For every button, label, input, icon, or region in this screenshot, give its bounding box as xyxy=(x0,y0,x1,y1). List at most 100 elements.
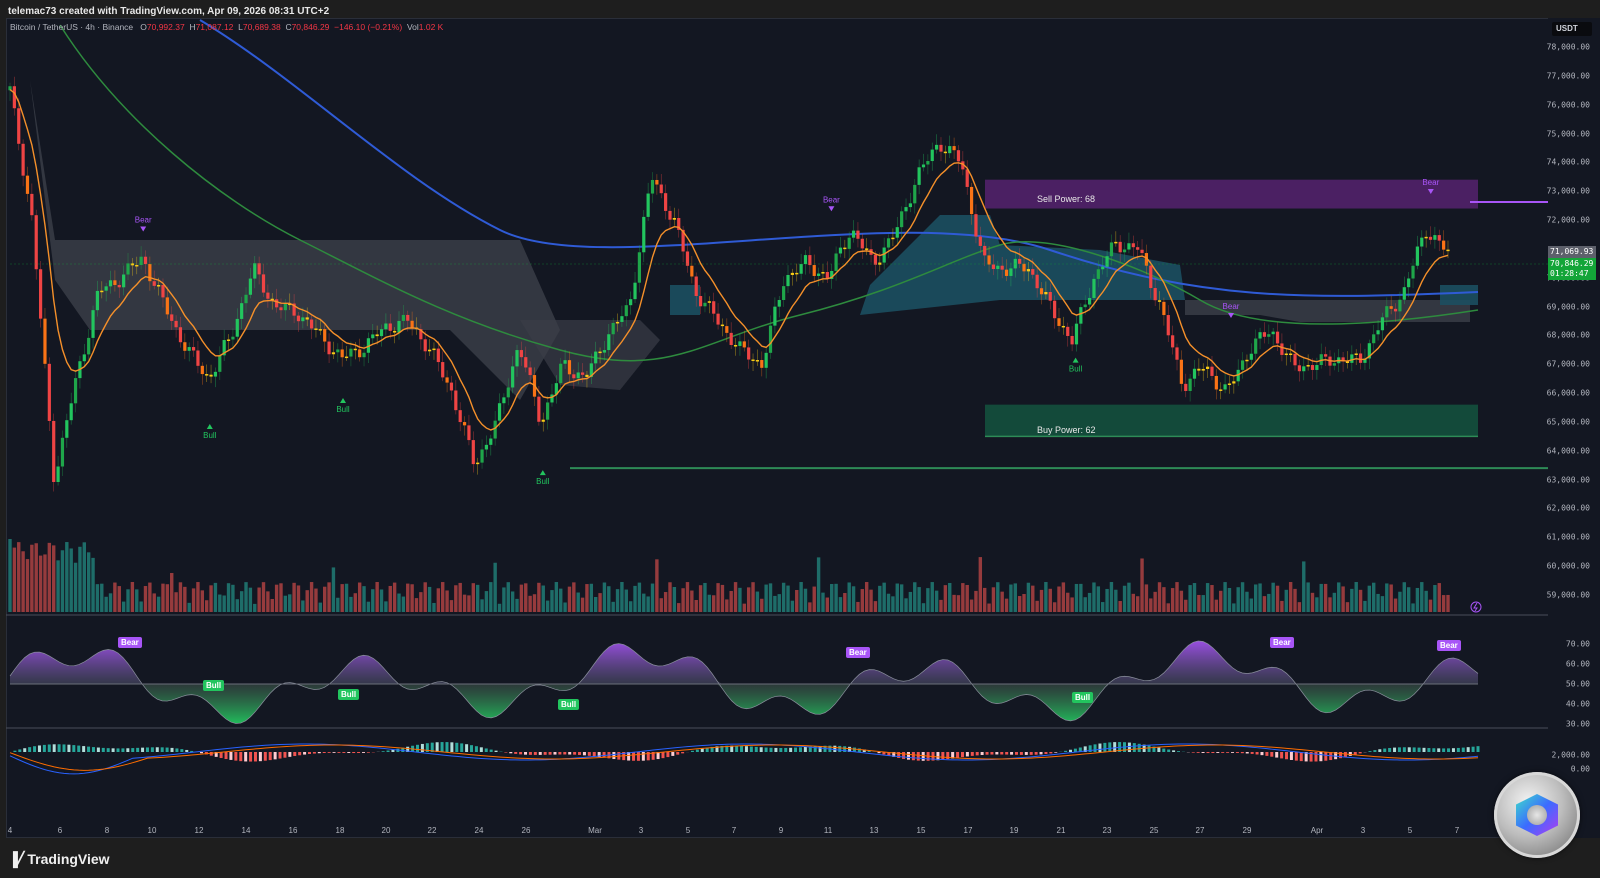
price-axis-label: 72,000.00 xyxy=(1546,215,1590,225)
tradingview-brand[interactable]: ▐╱ TradingView xyxy=(8,850,110,868)
svg-text:Bull: Bull xyxy=(1069,365,1083,374)
oscillator-axis-label: 60.00 xyxy=(1565,659,1590,669)
price-axis-label: 59,000.00 xyxy=(1546,590,1590,600)
tradingview-logo-icon: ▐╱ xyxy=(8,850,24,867)
svg-text:Bull: Bull xyxy=(536,477,550,486)
oscillator-bull-tag: Bull xyxy=(1072,692,1094,703)
svg-text:Bear: Bear xyxy=(823,195,840,204)
svg-text:Bear: Bear xyxy=(1422,178,1439,187)
low-label: L xyxy=(238,22,243,32)
time-axis-label: 27 xyxy=(1195,826,1205,835)
price-axis-label: 76,000.00 xyxy=(1546,100,1590,110)
time-axis-label: 29 xyxy=(1242,826,1252,835)
ema-mid-line xyxy=(59,24,1479,362)
price-axis-label: 63,000.00 xyxy=(1546,475,1590,485)
svg-text:Bear: Bear xyxy=(135,215,152,224)
time-axis-label: 18 xyxy=(335,826,345,835)
bar-countdown-tag: 01:28:47 xyxy=(1548,268,1596,280)
symbol-legend: Bitcoin / TetherUS · 4h · Binance O70,99… xyxy=(10,21,443,33)
last-price-tag: 70,846.29 xyxy=(1548,258,1596,270)
time-axis-label: 25 xyxy=(1149,826,1159,835)
alert-lightning-icon xyxy=(1470,601,1482,613)
oscillator-bear-tag: Bear xyxy=(1437,640,1461,651)
time-axis-label: 5 xyxy=(1407,826,1413,835)
time-axis-label: 13 xyxy=(869,826,879,835)
price-axis-label: 78,000.00 xyxy=(1546,42,1590,52)
close-value: 70,846.29 xyxy=(291,22,330,32)
time-axis-label: 17 xyxy=(963,826,973,835)
oscillator-bull-tag: Bull xyxy=(203,680,225,691)
sell-power-label: Sell Power: 68 xyxy=(1037,194,1096,204)
bull-signal: Bull xyxy=(203,423,217,440)
time-axis-label: 7 xyxy=(731,826,737,835)
time-axis-label: Mar xyxy=(588,826,602,835)
bear-signal: Bear xyxy=(135,215,152,232)
low-value: 70,689.38 xyxy=(242,22,281,32)
svg-text:Bull: Bull xyxy=(203,431,217,440)
close-label: C xyxy=(285,22,292,32)
oscillator-axis-label: 40.00 xyxy=(1565,699,1590,709)
macd-signal-line xyxy=(9,744,1479,771)
time-axis-label: 11 xyxy=(823,826,833,835)
macd-axis-label: 0.00 xyxy=(1570,764,1590,774)
time-axis-label: 5 xyxy=(685,826,691,835)
macd-axis-label: 2,000.00 xyxy=(1551,750,1590,760)
coin-center-icon xyxy=(1527,805,1547,825)
time-axis-label: 24 xyxy=(474,826,484,835)
time-axis-label: 10 xyxy=(147,826,157,835)
time-axis-label: 22 xyxy=(427,826,437,835)
time-axis-label: 20 xyxy=(381,826,391,835)
buy-power-zone xyxy=(985,404,1478,437)
volume-value: 1.02 K xyxy=(418,22,444,32)
price-axis-label: 68,000.00 xyxy=(1546,330,1590,340)
volume-label: Vol xyxy=(406,22,419,32)
time-axis-label: Apr xyxy=(1310,826,1324,835)
oscillator-bear-tag: Bear xyxy=(1270,637,1294,648)
time-axis-label: 3 xyxy=(1360,826,1366,835)
bull-signal: Bull xyxy=(336,397,350,414)
price-axis-label: 73,000.00 xyxy=(1546,186,1590,196)
price-axis[interactable] xyxy=(1548,18,1600,838)
price-axis-label: 64,000.00 xyxy=(1546,446,1590,456)
oscillator-axis-label: 30.00 xyxy=(1565,719,1590,729)
time-axis-label: 9 xyxy=(778,826,784,835)
price-axis-label: 65,000.00 xyxy=(1546,417,1590,427)
svg-text:Bull: Bull xyxy=(336,405,350,414)
high-label: H xyxy=(189,22,196,32)
time-axis-label: 15 xyxy=(916,826,926,835)
bull-signal: Bull xyxy=(1069,357,1083,374)
price-axis-label: 60,000.00 xyxy=(1546,561,1590,571)
time-axis-label: 23 xyxy=(1102,826,1112,835)
open-label: O xyxy=(140,22,147,32)
change-value: −146.10 (−0.21%) xyxy=(334,22,403,32)
price-axis-label: 61,000.00 xyxy=(1546,532,1590,542)
chart-watermark: telemac73 created with TradingView.com, … xyxy=(8,6,330,17)
time-axis-label: 26 xyxy=(521,826,531,835)
bear-signal: Bear xyxy=(1223,302,1240,318)
oscillator-bear-tag: Bear xyxy=(846,647,870,658)
symbol-name[interactable]: Bitcoin / TetherUS · 4h · Binance xyxy=(10,22,134,32)
high-value: 71,087.12 xyxy=(195,22,234,32)
price-axis-label: 74,000.00 xyxy=(1546,157,1590,167)
oscillator-bull-tag: Bull xyxy=(558,699,580,710)
time-axis-label: 8 xyxy=(104,826,110,835)
oscillator-bear-tag: Bear xyxy=(118,637,142,648)
svg-text:Bear: Bear xyxy=(1223,302,1240,311)
time-axis-label: 3 xyxy=(638,826,644,835)
open-value: 70,992.37 xyxy=(146,22,185,32)
coin-logo-icon xyxy=(1494,772,1580,858)
oscillator-negative-area xyxy=(10,684,1478,724)
time-axis-label: 16 xyxy=(288,826,298,835)
sell-power-zone xyxy=(985,179,1478,209)
oscillator-axis-label: 50.00 xyxy=(1565,679,1590,689)
time-axis-label: 21 xyxy=(1056,826,1066,835)
currency-button[interactable]: USDT xyxy=(1552,22,1592,36)
time-axis-label: 7 xyxy=(1454,826,1460,835)
bull-signal: Bull xyxy=(536,470,550,486)
time-axis-label: 14 xyxy=(241,826,251,835)
time-axis-label: 19 xyxy=(1009,826,1019,835)
prev-close-tag: 71,069.93 xyxy=(1548,246,1596,258)
price-axis-label: 69,000.00 xyxy=(1546,302,1590,312)
buy-power-label: Buy Power: 62 xyxy=(1037,425,1096,435)
